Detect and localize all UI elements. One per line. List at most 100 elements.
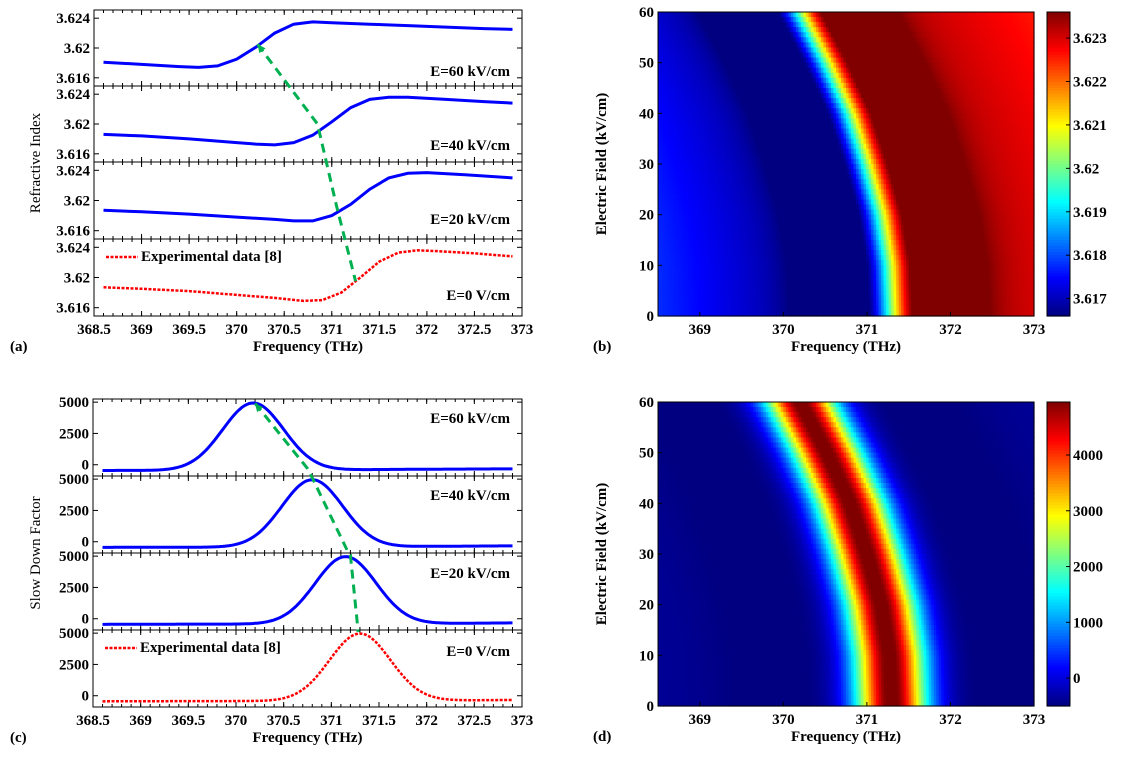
heatmap-cell (1023, 17, 1028, 23)
heatmap-cell (1023, 27, 1028, 33)
heatmap-cell (668, 12, 672, 18)
heatmap-cell (986, 37, 990, 43)
heatmap-cell (893, 98, 897, 104)
heatmap-cell (988, 62, 992, 69)
heatmap-cell (805, 77, 809, 84)
heatmap-cell (740, 42, 744, 49)
heatmap-cell (961, 12, 965, 18)
heatmap-cell (923, 17, 927, 23)
heatmap-cell (868, 67, 872, 74)
heatmap-cell (793, 82, 797, 89)
heatmap-cell (871, 82, 875, 89)
heatmap-cell (941, 72, 945, 79)
heatmap-cell (793, 93, 797, 99)
heatmap-cell (668, 93, 672, 99)
heatmap-cell (665, 88, 669, 94)
heatmap-cell (898, 88, 902, 94)
heatmap-cell (963, 82, 967, 89)
heatmap-cell (678, 98, 682, 104)
heatmap-cell (1003, 93, 1008, 99)
heatmap-cell (938, 88, 942, 94)
heatmap-cell (911, 98, 915, 104)
heatmap-cell (976, 22, 980, 28)
heatmap-cell (698, 47, 702, 54)
heatmap-cell (956, 42, 960, 49)
heatmap-cell (981, 93, 985, 99)
heatmap-cell (1028, 37, 1033, 43)
heatmap-cell (838, 17, 842, 23)
heatmap-cell (705, 37, 709, 43)
heatmap-cell (903, 17, 907, 23)
heatmap-cell (658, 98, 662, 104)
heatmap-cell (695, 57, 699, 64)
heatmap-cell (991, 72, 995, 79)
heatmap-cell (938, 57, 942, 64)
heatmap-cell (848, 88, 852, 94)
heatmap-cell (750, 17, 754, 23)
heatmap-cell (760, 82, 764, 89)
heatmap-cell (883, 32, 887, 38)
heatmap-cell (788, 22, 792, 28)
heatmap-cell (893, 88, 897, 94)
heatmap-cell (973, 62, 977, 69)
heatmap-cell (896, 37, 900, 43)
heatmap-cell (931, 88, 935, 94)
heatmap-cell (921, 37, 925, 43)
heatmap-cell (675, 57, 679, 64)
heatmap-cell (688, 17, 692, 23)
heatmap-cell (873, 88, 877, 94)
heatmap-cell (938, 77, 942, 84)
heatmap-cell (1016, 98, 1020, 104)
heatmap-cell (971, 52, 975, 59)
heatmap-cell (958, 17, 962, 23)
heatmap-cell (770, 17, 774, 23)
heatmap-cell (933, 27, 937, 33)
heatmap-cell (738, 17, 742, 23)
heatmap-cell (815, 103, 820, 109)
heatmap-cell (773, 32, 777, 38)
heatmap-cell (728, 98, 732, 104)
heatmap-cell (991, 62, 995, 69)
heatmap-cell (700, 62, 704, 69)
heatmap-cell (843, 93, 847, 99)
y-tick-label: 3.62 (64, 117, 90, 133)
heatmap-cell (1021, 42, 1025, 49)
heatmap-cell (943, 12, 947, 18)
heatmap-cell (931, 98, 935, 104)
heatmap-cell (893, 22, 897, 28)
heatmap-cell (1003, 98, 1008, 104)
heatmap-cell (803, 88, 807, 94)
heatmap-cell (973, 77, 977, 84)
heatmap-cell (685, 62, 689, 69)
heatmap-cell (1006, 32, 1010, 38)
heatmap-cell (891, 88, 895, 94)
heatmap-cell (921, 72, 925, 79)
heatmap-cell (1018, 47, 1023, 54)
heatmap-cell (725, 32, 729, 38)
heatmap-cell (1006, 93, 1010, 99)
heatmap-cell (733, 22, 737, 28)
heatmap-cell (808, 42, 812, 49)
heatmap-cell (818, 42, 822, 49)
x-tick-label: 369.5 (172, 322, 206, 338)
heatmap-cell (773, 72, 777, 79)
heatmap-cell (743, 22, 747, 28)
heatmap-cell (888, 82, 892, 89)
heatmap-cell (1008, 57, 1013, 64)
heatmap-cell (846, 32, 850, 38)
heatmap-cell (725, 82, 729, 89)
heatmap-cell (908, 27, 912, 33)
heatmap-cell (948, 67, 952, 74)
heatmap-cell (906, 57, 910, 64)
heatmap-cell (1018, 82, 1023, 89)
heatmap-cell (896, 67, 900, 74)
heatmap-cell (878, 17, 882, 23)
heatmap-cell (793, 27, 797, 33)
heatmap-cell (720, 57, 724, 64)
heatmap-cell (748, 67, 752, 74)
heatmap-cell (1018, 32, 1023, 38)
heatmap-cell (978, 62, 982, 69)
heatmap-cell (1021, 62, 1025, 69)
heatmap-cell (683, 82, 687, 89)
heatmap-cell (1003, 88, 1008, 94)
